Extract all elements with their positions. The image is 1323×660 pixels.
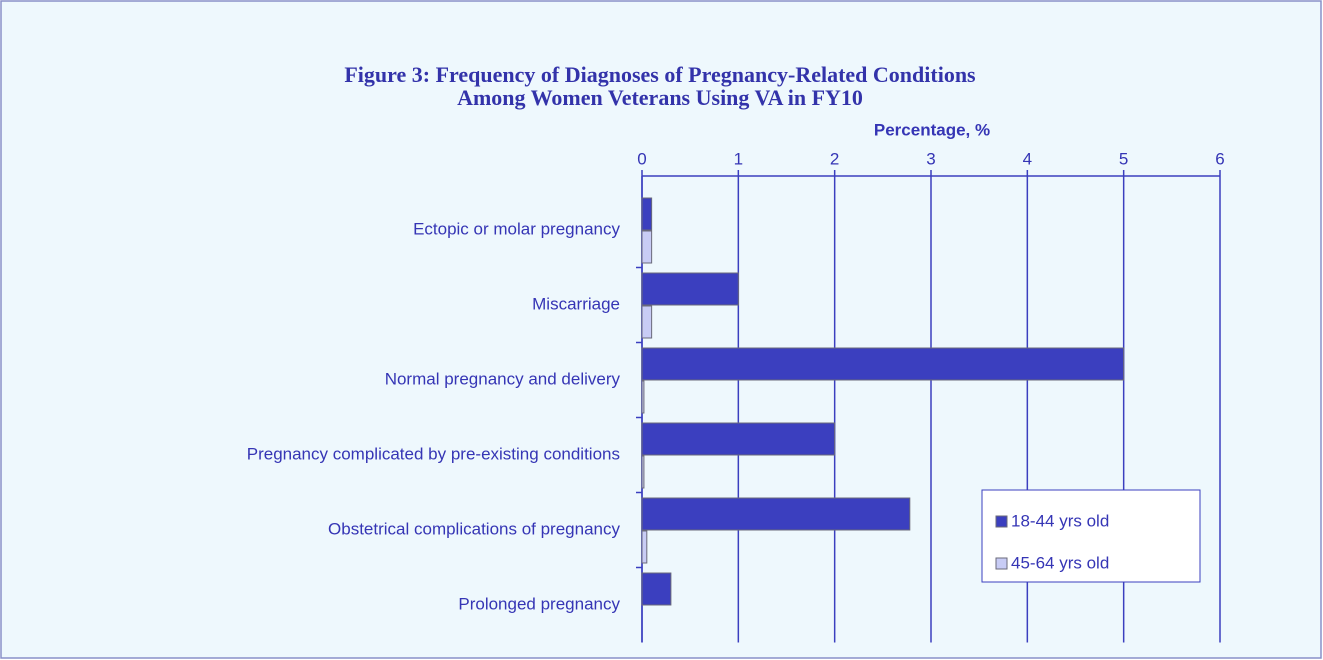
legend-swatch: [995, 515, 1008, 528]
y-tick-label: Pregnancy complicated by pre-existing co…: [247, 444, 620, 463]
y-tick-label: Miscarriage: [532, 294, 620, 313]
y-tick-label: Ectopic or molar pregnancy: [413, 219, 620, 238]
bar: [641, 380, 645, 414]
x-tick-label: 1: [734, 149, 743, 168]
chart-title: Among Women Veterans Using VA in FY10: [457, 85, 863, 110]
x-tick-label: 6: [1215, 149, 1224, 168]
bar: [641, 530, 648, 564]
chart-title: Figure 3: Frequency of Diagnoses of Preg…: [344, 62, 976, 87]
bar: [641, 272, 739, 306]
bar: [641, 230, 653, 264]
bar: [641, 347, 1125, 381]
bar: [641, 497, 911, 531]
legend-box: [981, 489, 1201, 583]
x-tick-label: 2: [830, 149, 839, 168]
bar: [641, 197, 653, 231]
y-tick-label: Prolonged pregnancy: [458, 594, 620, 613]
y-tick-label: Obstetrical complications of pregnancy: [328, 519, 620, 538]
x-tick-label: 0: [637, 149, 646, 168]
bar: [641, 572, 672, 606]
bar: [641, 455, 645, 489]
bar: [641, 422, 836, 456]
x-tick-label: 4: [1023, 149, 1032, 168]
x-axis-label: Percentage, %: [874, 120, 990, 139]
y-tick-label: Normal pregnancy and delivery: [385, 369, 621, 388]
x-tick-label: 5: [1119, 149, 1128, 168]
x-tick-label: 3: [926, 149, 935, 168]
bar: [641, 305, 653, 339]
legend-label: 45-64 yrs old: [1011, 553, 1109, 572]
legend-swatch: [995, 557, 1008, 570]
legend-label: 18-44 yrs old: [1011, 511, 1109, 530]
